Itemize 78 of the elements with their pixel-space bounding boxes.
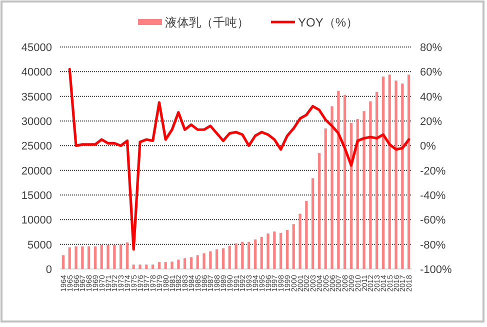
bar bbox=[177, 260, 180, 269]
y2-tick-label: -40% bbox=[420, 190, 446, 202]
bar bbox=[88, 246, 90, 269]
bar bbox=[132, 264, 135, 269]
y-tick-label: 20000 bbox=[21, 165, 52, 178]
bar bbox=[318, 153, 320, 269]
bar bbox=[350, 122, 352, 269]
bar bbox=[369, 101, 372, 269]
bar bbox=[292, 224, 295, 269]
y2-tick-label: -20% bbox=[420, 165, 446, 178]
bar bbox=[254, 239, 256, 269]
bar bbox=[100, 244, 103, 269]
bar bbox=[330, 106, 334, 269]
bar bbox=[241, 242, 244, 269]
bar bbox=[388, 74, 391, 269]
bar bbox=[152, 264, 154, 269]
bar bbox=[234, 243, 238, 269]
bar bbox=[260, 236, 263, 269]
legend-label: 液体乳（千吨） bbox=[165, 16, 249, 30]
y-tick-label: 25000 bbox=[21, 140, 52, 153]
y2-tick-label: 0% bbox=[420, 140, 436, 153]
bar bbox=[408, 74, 410, 269]
bar bbox=[286, 230, 288, 269]
bar bbox=[273, 232, 276, 269]
bar bbox=[145, 264, 148, 269]
bar bbox=[74, 246, 78, 269]
bar bbox=[120, 244, 122, 269]
bar bbox=[376, 92, 378, 269]
bar bbox=[158, 262, 160, 269]
y-tick-label: 45000 bbox=[21, 42, 52, 54]
bar bbox=[337, 90, 340, 269]
y2-tick-label: -80% bbox=[420, 239, 446, 252]
y-tick-label: 30000 bbox=[21, 116, 52, 128]
bar bbox=[106, 244, 110, 269]
y2-tick-label: -60% bbox=[420, 214, 446, 227]
bar bbox=[298, 214, 302, 269]
y2-tick-label: -100% bbox=[420, 264, 452, 276]
bar bbox=[312, 178, 314, 269]
bar bbox=[222, 248, 224, 269]
legend-label: YOY（%） bbox=[298, 16, 358, 30]
bar bbox=[202, 253, 206, 269]
bar bbox=[356, 119, 359, 269]
bar bbox=[81, 246, 84, 269]
bar bbox=[280, 232, 282, 269]
y-tick-label: 10000 bbox=[21, 214, 52, 227]
bar bbox=[126, 242, 128, 269]
bar bbox=[209, 251, 212, 269]
bar bbox=[401, 84, 404, 269]
y-tick-label: 5000 bbox=[28, 239, 52, 252]
y2-tick-label: 60% bbox=[420, 66, 442, 79]
bar bbox=[138, 264, 142, 269]
bar bbox=[190, 257, 192, 269]
bar bbox=[184, 258, 186, 269]
bar bbox=[394, 80, 398, 269]
bar bbox=[196, 255, 199, 269]
bar bbox=[305, 200, 308, 269]
y-tick-label: 40000 bbox=[21, 66, 52, 79]
bar bbox=[216, 249, 218, 269]
bar bbox=[68, 247, 71, 269]
y-tick-label: 35000 bbox=[21, 91, 52, 104]
y-tick-label: 15000 bbox=[21, 190, 52, 202]
bar bbox=[170, 262, 174, 269]
bar bbox=[113, 244, 116, 269]
y2-tick-label: 40% bbox=[420, 91, 442, 104]
bar bbox=[324, 128, 327, 269]
bar bbox=[344, 94, 346, 269]
y2-tick-label: 20% bbox=[420, 116, 442, 128]
bar bbox=[164, 262, 167, 269]
bar bbox=[62, 255, 64, 269]
line-series bbox=[68, 68, 410, 251]
bar bbox=[228, 246, 231, 269]
bar bbox=[362, 111, 366, 269]
bar bbox=[94, 246, 96, 269]
y-tick-label: 0 bbox=[46, 264, 52, 276]
bar bbox=[266, 233, 270, 269]
y2-tick-label: 80% bbox=[420, 42, 442, 54]
bar bbox=[248, 242, 250, 269]
bar bbox=[382, 76, 384, 269]
